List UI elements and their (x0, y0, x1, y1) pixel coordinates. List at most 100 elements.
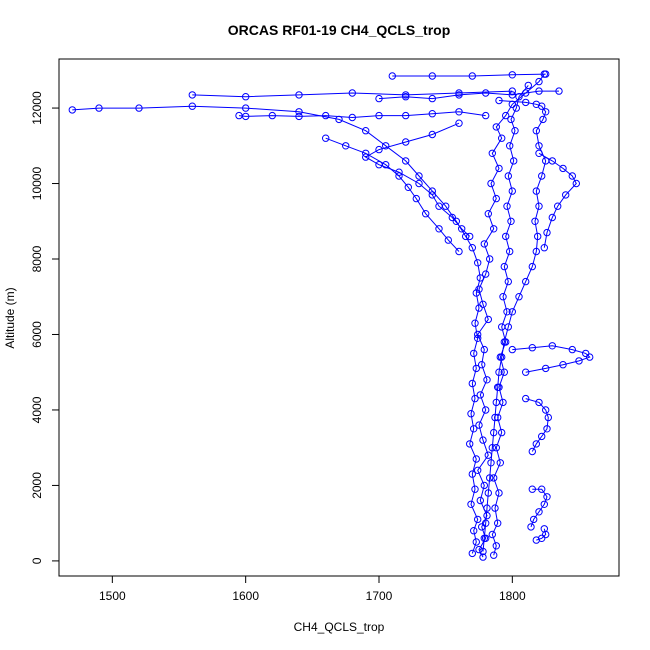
data-point (528, 447, 536, 456)
data-point (479, 553, 487, 561)
y-tick-label: 2000 (30, 472, 44, 499)
series-10 (522, 394, 552, 456)
data-point (480, 481, 488, 490)
data-point (495, 164, 503, 173)
data-point (542, 70, 550, 78)
data-point (491, 413, 499, 422)
data-point (472, 538, 480, 546)
series-line (491, 85, 529, 556)
series-line (477, 73, 545, 558)
series-line (238, 111, 486, 119)
data-point (484, 210, 492, 218)
data-point (515, 293, 523, 301)
data-point (482, 406, 490, 414)
data-point (487, 459, 495, 467)
data-point (492, 542, 500, 550)
data-point (435, 225, 443, 233)
data-point (490, 551, 498, 559)
data-point (562, 191, 570, 199)
data-point (395, 172, 403, 180)
data-point (476, 391, 484, 399)
data-point (540, 500, 548, 508)
series-3 (488, 81, 532, 559)
series-6 (188, 87, 516, 101)
series-12 (532, 525, 550, 544)
data-point (362, 149, 370, 158)
data-point (486, 474, 494, 482)
data-point (455, 119, 463, 127)
data-point (475, 304, 483, 312)
data-point (543, 228, 551, 237)
data-point (488, 530, 496, 539)
data-point (503, 202, 511, 210)
data-point (468, 470, 476, 478)
data-point (468, 72, 476, 80)
series-15 (322, 134, 463, 256)
data-point (402, 138, 410, 146)
data-point (479, 300, 487, 308)
data-point (538, 534, 546, 542)
data-point (531, 217, 539, 226)
data-point (559, 361, 567, 369)
data-point (528, 262, 536, 271)
data-point (402, 91, 410, 99)
data-point (388, 72, 396, 80)
data-point (538, 172, 546, 180)
data-point (498, 353, 506, 361)
data-point (532, 127, 540, 135)
data-point (479, 547, 487, 556)
series-4 (235, 108, 490, 122)
data-point (528, 344, 536, 352)
data-point (540, 244, 548, 252)
x-tick-label: 1600 (232, 589, 259, 603)
x-axis: 1500 1600 1700 1800 (99, 575, 526, 603)
data-point (548, 157, 556, 165)
data-point (495, 96, 503, 105)
data-point (474, 259, 482, 267)
data-point (527, 523, 535, 531)
series-11 (527, 485, 551, 531)
data-point (548, 213, 556, 222)
data-point (322, 134, 330, 142)
data-point (539, 115, 547, 124)
data-point (268, 111, 276, 120)
data-point (502, 232, 510, 241)
data-point (532, 536, 540, 544)
data-point (135, 104, 143, 112)
data-point (295, 108, 303, 116)
data-point (470, 349, 478, 358)
data-point (492, 194, 500, 203)
data-point (554, 202, 562, 210)
series-line (482, 100, 547, 552)
data-point (522, 277, 530, 286)
data-point (480, 345, 488, 354)
data-point (507, 217, 515, 226)
y-axis-label: Altitude (m) (3, 287, 17, 348)
y-tick-label: 6000 (30, 321, 44, 348)
data-point (506, 247, 514, 256)
data-point (490, 474, 498, 482)
data-point (476, 496, 484, 505)
data-point (544, 413, 552, 422)
data-point (412, 194, 420, 203)
data-point (535, 77, 543, 86)
data-point (466, 440, 474, 448)
data-point (474, 515, 482, 524)
data-point (559, 164, 567, 173)
data-point (471, 319, 479, 327)
data-point (428, 130, 436, 139)
data-point (467, 500, 475, 508)
data-point (500, 338, 508, 346)
data-point (535, 149, 543, 158)
data-point (504, 277, 512, 286)
data-point (474, 334, 482, 342)
data-point (480, 240, 488, 248)
data-point (375, 94, 383, 103)
data-point (492, 123, 500, 131)
data-point (475, 545, 483, 554)
series-line (72, 105, 481, 554)
data-point (494, 383, 502, 391)
data-point (528, 485, 536, 493)
data-point (532, 187, 540, 195)
data-point (467, 410, 475, 418)
